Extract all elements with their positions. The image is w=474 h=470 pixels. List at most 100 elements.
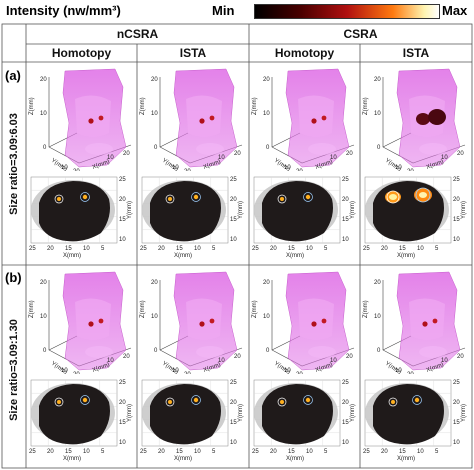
reconstructed-source bbox=[209, 318, 215, 324]
slice-view: 25 20 15 10 5 X(mm) 25 20 15 10 Y(mm) bbox=[252, 176, 356, 259]
column-header-homotopy-1: Homotopy bbox=[51, 46, 112, 60]
y-tick-label: 20 bbox=[407, 372, 414, 374]
slice-x-tick-label: 15 bbox=[176, 246, 183, 252]
slice-y-tick-label: 25 bbox=[230, 177, 237, 183]
x-tick-label: 20 bbox=[346, 354, 353, 360]
z-axis-label: Z(mm) bbox=[140, 97, 146, 115]
phantom-organ bbox=[308, 346, 336, 358]
slice-y-tick-label: 10 bbox=[342, 237, 349, 243]
reconstructed-source bbox=[432, 318, 438, 324]
reconstructed-source bbox=[98, 115, 104, 121]
x-tick-label: 10 bbox=[441, 155, 448, 161]
phantom-organ bbox=[186, 95, 222, 137]
slice-x-tick-label: 10 bbox=[306, 449, 313, 455]
z-tick-label: 10 bbox=[374, 314, 381, 320]
phantom-organ bbox=[196, 346, 224, 358]
z-tick-label: 20 bbox=[151, 77, 158, 83]
slice-body bbox=[262, 384, 333, 445]
true-source-circle bbox=[277, 194, 287, 204]
z-tick-label: 0 bbox=[43, 348, 47, 354]
reconstructed-source bbox=[311, 321, 317, 327]
slice-y-tick-label: 15 bbox=[342, 420, 349, 426]
slice-x-tick-label: 20 bbox=[381, 449, 388, 455]
z-tick-label: 0 bbox=[154, 145, 158, 151]
z-axis-label: Z(mm) bbox=[252, 300, 258, 318]
slice-x-tick-label: 20 bbox=[47, 246, 54, 252]
slice-x-tick-label: 20 bbox=[158, 449, 165, 455]
slice-y-tick-label: 15 bbox=[453, 420, 460, 426]
slice-y-axis-label: Y(mm) bbox=[350, 201, 356, 219]
z-tick-label: 10 bbox=[40, 111, 47, 117]
y-tick-label: 10 bbox=[395, 368, 402, 374]
slice-y-axis-label: Y(mm) bbox=[127, 404, 133, 422]
slice-x-tick-label: 25 bbox=[140, 246, 147, 252]
phantom-organ bbox=[419, 143, 447, 155]
slice-y-tick-label: 25 bbox=[119, 380, 126, 386]
slice-x-tick-label: 10 bbox=[417, 246, 424, 252]
slice-x-axis-label: X(mm) bbox=[174, 456, 192, 462]
x-tick-label: 10 bbox=[441, 358, 448, 364]
reconstructed-source bbox=[311, 118, 317, 124]
slice-y-tick-label: 15 bbox=[453, 217, 460, 223]
slice-x-tick-label: 15 bbox=[65, 246, 72, 252]
slice-x-tick-label: 20 bbox=[158, 246, 165, 252]
slice-x-tick-label: 5 bbox=[324, 449, 328, 455]
slice-y-tick-label: 20 bbox=[230, 197, 237, 203]
slice-source bbox=[419, 192, 427, 198]
reconstructed-source bbox=[88, 118, 94, 124]
x-axis-label: X(mm) bbox=[315, 362, 334, 374]
slice-body bbox=[39, 384, 110, 445]
slice-x-tick-label: 10 bbox=[194, 246, 201, 252]
phantom-organ bbox=[196, 143, 224, 155]
y-tick-label: 10 bbox=[61, 368, 68, 374]
true-source-circle bbox=[303, 192, 313, 202]
true-source-circle bbox=[388, 397, 398, 407]
slice-y-axis-label: Y(mm) bbox=[461, 404, 467, 422]
phantom-organ bbox=[85, 346, 113, 358]
slice-body bbox=[150, 384, 221, 445]
slice-y-tick-label: 10 bbox=[119, 237, 126, 243]
y-tick-label: 10 bbox=[172, 368, 179, 374]
slice-view: 25 20 15 10 5 X(mm) 25 20 15 10 Y(mm) bbox=[29, 176, 133, 259]
z-tick-label: 0 bbox=[266, 348, 270, 354]
slice-source bbox=[305, 397, 311, 403]
y-tick-label: 10 bbox=[284, 165, 291, 171]
slice-view: 25 20 15 10 5 X(mm) 25 20 15 10 Y(mm) bbox=[252, 379, 356, 462]
reconstructed-source bbox=[321, 115, 327, 121]
x-axis-label: X(mm) bbox=[92, 362, 111, 374]
true-source-circle bbox=[165, 194, 175, 204]
column-header-homotopy-2: Homotopy bbox=[274, 46, 335, 60]
slice-x-tick-label: 15 bbox=[288, 449, 295, 455]
column-header-ista-2: ISTA bbox=[402, 46, 430, 60]
slice-x-axis-label: X(mm) bbox=[397, 253, 415, 259]
slice-body bbox=[373, 384, 444, 445]
slice-y-tick-label: 20 bbox=[453, 197, 460, 203]
intensity-colorbar bbox=[254, 4, 440, 19]
y-tick-label: 20 bbox=[296, 372, 303, 374]
z-axis-label: Z(mm) bbox=[252, 97, 258, 115]
slice-y-tick-label: 15 bbox=[119, 217, 126, 223]
slice-x-tick-label: 25 bbox=[140, 449, 147, 455]
phantom-organ bbox=[409, 298, 445, 340]
slice-source bbox=[57, 197, 61, 201]
phantom-organ bbox=[85, 143, 113, 155]
slice-x-tick-label: 5 bbox=[101, 449, 105, 455]
slice-y-tick-label: 15 bbox=[342, 217, 349, 223]
z-tick-label: 20 bbox=[374, 280, 381, 286]
slice-y-tick-label: 20 bbox=[342, 400, 349, 406]
slice-x-axis-label: X(mm) bbox=[286, 456, 304, 462]
slice-y-axis-label: Y(mm) bbox=[461, 201, 467, 219]
z-tick-label: 0 bbox=[154, 348, 158, 354]
x-tick-label: 20 bbox=[346, 151, 353, 157]
slice-x-tick-label: 15 bbox=[399, 246, 406, 252]
slice-source bbox=[168, 197, 172, 201]
slice-x-tick-label: 15 bbox=[399, 449, 406, 455]
x-axis-label: X(mm) bbox=[92, 159, 111, 171]
slice-x-tick-label: 15 bbox=[288, 246, 295, 252]
slice-x-tick-label: 15 bbox=[65, 449, 72, 455]
